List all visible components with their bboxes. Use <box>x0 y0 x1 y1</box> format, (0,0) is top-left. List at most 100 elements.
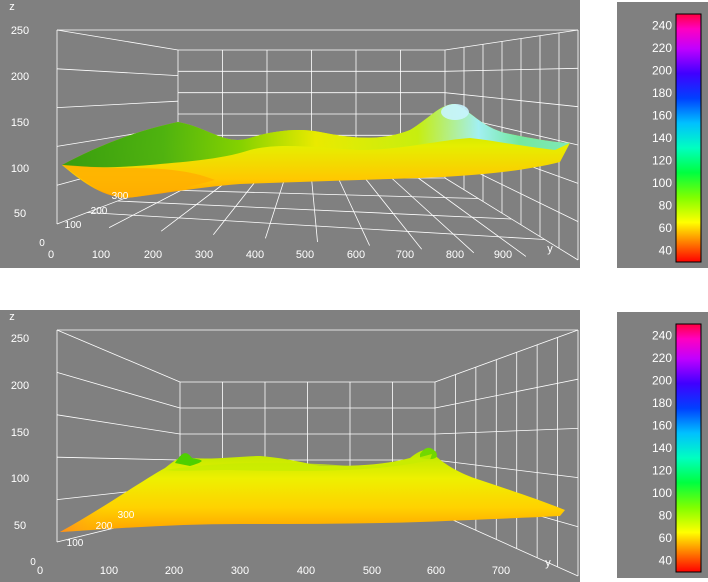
colorbar-gradient <box>675 13 702 263</box>
floor-line <box>117 200 512 220</box>
z-tick-label: 200 <box>11 71 29 83</box>
y-axis-label: y <box>545 557 551 569</box>
z-tick-label: 200 <box>11 380 29 392</box>
colorbar-tick-label: 40 <box>659 244 673 258</box>
x-tick-label: 200 <box>96 521 113 532</box>
colorbar-tick-label: 60 <box>659 531 673 545</box>
colorbar-tick-label: 240 <box>652 18 672 32</box>
z-tick-label: 150 <box>11 117 29 129</box>
surface-plot-top-svg: z 50 100 150 200 250 0 100 200 300 0 100 200 300 400 50… <box>9 1 579 261</box>
surface-plot-bottom-svg: z 50 100 150 200 250 0 100 200 300 0 100 200 300 400 50… <box>9 311 579 577</box>
axis-origin-label: 0 <box>39 238 45 249</box>
axis-origin-label: 0 <box>30 557 36 568</box>
colorbar-tick-label: 220 <box>652 351 672 365</box>
surface-ridge <box>62 104 570 168</box>
y-tick-label: 900 <box>494 249 512 261</box>
colorbar-ticks: 240 220 200 180 160 140 120 100 80 60 40 <box>652 328 672 567</box>
colorbar-tick-label: 160 <box>652 418 672 432</box>
right-wall-hline <box>434 428 579 435</box>
y-axis-label: y <box>547 243 553 255</box>
colorbar-tick-label: 200 <box>652 63 672 77</box>
y-tick-label: 700 <box>396 249 414 261</box>
y-tick-label: 0 <box>37 565 43 577</box>
y-tick-label: 0 <box>48 249 54 261</box>
box-edge <box>434 511 579 577</box>
z-tick-label: 50 <box>14 520 26 532</box>
surface-mesh <box>62 104 570 198</box>
surface-ridge <box>165 454 432 471</box>
right-wall-hline <box>444 67 579 72</box>
colorbar-tick-label: 240 <box>652 328 672 342</box>
colorbar-gradient <box>675 323 702 573</box>
y-tick-label: 400 <box>246 249 264 261</box>
right-wall-hline <box>434 459 579 478</box>
right-wall-hline <box>434 378 579 409</box>
left-wall-line <box>56 456 181 461</box>
x-tick-label: 200 <box>91 206 108 217</box>
y-tick-label: 300 <box>195 249 213 261</box>
colorbar-bottom-svg: 240 220 200 180 160 140 120 100 80 60 40 <box>652 323 702 573</box>
z-axis-label: z <box>9 1 15 13</box>
y-tick-label: 600 <box>347 249 365 261</box>
y-tick-label: 600 <box>427 565 445 577</box>
box-edge <box>444 29 579 51</box>
left-wall-line <box>56 414 181 435</box>
y-tick-label: 400 <box>297 565 315 577</box>
surface-plot-top: z 50 100 150 200 250 0 100 200 300 0 100 200 300 400 50… <box>0 0 580 268</box>
surface-peak-highlight <box>441 104 469 120</box>
z-tick-label: 50 <box>14 208 26 220</box>
colorbar-tick-label: 180 <box>652 396 672 410</box>
box-edge <box>56 29 179 51</box>
colorbar-tick-label: 80 <box>659 509 673 523</box>
colorbar-tick-label: 100 <box>652 176 672 190</box>
colorbar-top-svg: 240 220 200 180 160 140 120 100 80 60 40 <box>652 13 702 263</box>
floor-line <box>147 189 479 199</box>
y-tick-label: 800 <box>446 249 464 261</box>
colorbar-tick-label: 120 <box>652 464 672 478</box>
left-wall-line <box>56 100 179 108</box>
z-tick-label: 150 <box>11 427 29 439</box>
surface-front-left <box>62 165 215 198</box>
surface-plot-bottom: z 50 100 150 200 250 0 100 200 300 0 100 200 300 400 50… <box>0 310 580 582</box>
box-edge <box>56 329 181 383</box>
colorbar-tick-label: 180 <box>652 86 672 100</box>
right-wall-hline <box>444 92 579 108</box>
axis-box-grid <box>56 329 579 577</box>
colorbar-tick-label: 220 <box>652 41 672 55</box>
surface-peak-left <box>175 453 202 466</box>
z-tick-label: 250 <box>11 25 29 37</box>
left-wall-line <box>56 68 179 76</box>
box-edge <box>434 329 579 383</box>
y-tick-label: 300 <box>231 565 249 577</box>
colorbar-tick-label: 60 <box>659 221 673 235</box>
z-tick-label: 100 <box>11 473 29 485</box>
x-tick-label: 300 <box>118 510 135 521</box>
colorbar-tick-label: 200 <box>652 373 672 387</box>
surface-mesh <box>60 447 565 532</box>
colorbar-tick-label: 100 <box>652 486 672 500</box>
left-wall-line <box>56 372 181 409</box>
y-tick-label: 500 <box>296 249 314 261</box>
z-tick-label: 100 <box>11 163 29 175</box>
colorbar-tick-label: 140 <box>652 441 672 455</box>
z-tick-label: 250 <box>11 333 29 345</box>
colorbar-bottom: 240 220 200 180 160 140 120 100 80 60 40 <box>617 312 708 578</box>
y-tick-label: 100 <box>92 249 110 261</box>
colorbar-tick-label: 120 <box>652 154 672 168</box>
y-tick-label: 500 <box>363 565 381 577</box>
axis-labels: z 50 100 150 200 250 0 100 200 300 0 100 200 300 400 50… <box>9 311 551 577</box>
y-tick-label: 700 <box>492 565 510 577</box>
y-tick-label: 100 <box>100 565 118 577</box>
colorbar-ticks: 240 220 200 180 160 140 120 100 80 60 40 <box>652 18 672 257</box>
colorbar-tick-label: 160 <box>652 108 672 122</box>
x-tick-label: 300 <box>112 191 129 202</box>
axis-labels: z 50 100 150 200 250 0 100 200 300 0 100 200 300 400 50… <box>9 1 553 261</box>
colorbar-tick-label: 80 <box>659 199 673 213</box>
surface-front-left <box>60 468 200 532</box>
floor-line <box>87 212 545 240</box>
z-axis-label: z <box>9 311 15 323</box>
y-tick-label: 200 <box>144 249 162 261</box>
x-tick-label: 100 <box>65 220 82 231</box>
x-tick-label: 100 <box>67 538 84 549</box>
colorbar-top: 240 220 200 180 160 140 120 100 80 60 40 <box>617 2 708 268</box>
